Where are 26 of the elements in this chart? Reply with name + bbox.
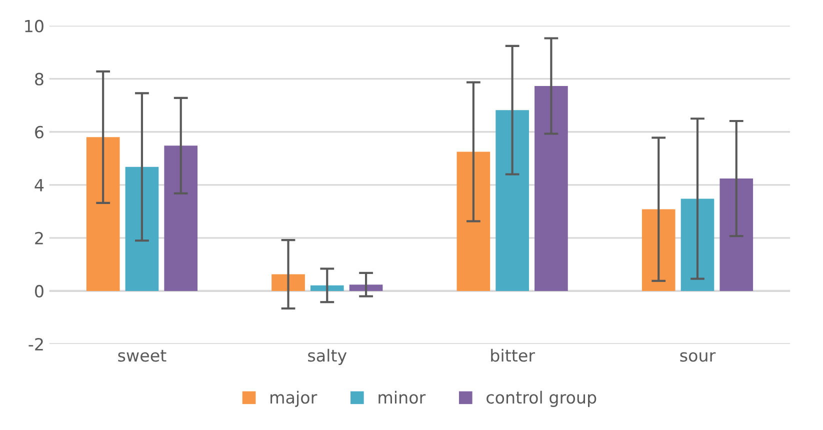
y-tick-label: 4 [34,179,44,192]
x-tick-label: bitter [491,348,536,362]
bar [164,146,198,291]
y-tick-label: 6 [35,126,44,138]
x-tick-label: sweet [118,350,166,362]
bar [496,110,529,291]
legend-label: control group [486,390,596,407]
bar [720,178,754,291]
bar [125,166,159,291]
bar [642,209,676,291]
y-tick-label: -2 [28,338,43,350]
bar [680,198,714,291]
y-tick-label: 10 [25,20,44,32]
x-tick-label: salty [308,348,347,365]
y-tick-label: 8 [35,72,44,86]
legend-label: minor [378,390,426,404]
bar [310,285,344,291]
bar [272,274,305,291]
bar [86,137,120,291]
bar [349,284,383,291]
bar [534,86,568,291]
y-tick-label: 2 [35,232,43,244]
x-tick-label: sour [680,352,716,362]
legend-label: major [270,390,318,407]
y-tick-label: 0 [35,284,44,298]
bar [456,152,490,291]
